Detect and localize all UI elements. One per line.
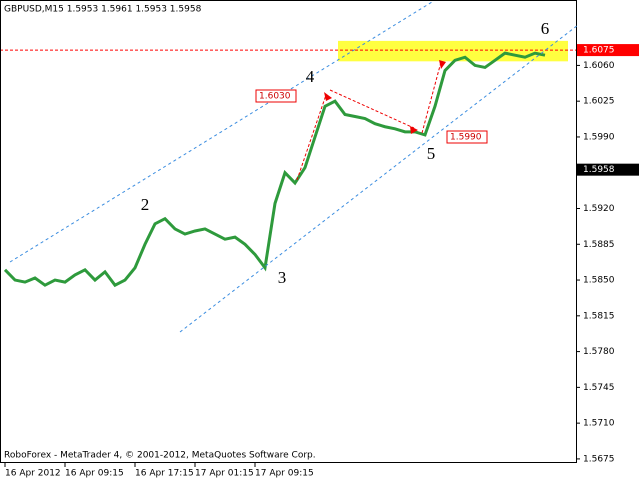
- price-line: [3, 51, 546, 288]
- level-box: [577, 44, 639, 57]
- channel-upper: [9, 1, 433, 263]
- y-tick-label: 1.6060: [583, 61, 615, 71]
- target-zone: [338, 40, 568, 62]
- plot-frame: [0, 0, 577, 463]
- arrow: [324, 92, 332, 101]
- level-label: 1.5958: [583, 165, 615, 175]
- y-tick-label: 1.6025: [583, 97, 615, 107]
- price-label-box: [255, 89, 297, 103]
- plot-area: [0, 40, 576, 288]
- price-label: 1.6030: [259, 92, 291, 102]
- price-label: 1.5990: [450, 133, 482, 143]
- y-tick-label: 1.5990: [583, 132, 615, 142]
- wave-line: [329, 89, 415, 129]
- arrow: [439, 60, 446, 69]
- x-tick-label: 17 Apr 09:15: [255, 469, 314, 479]
- level-label: 1.6075: [583, 46, 615, 56]
- y-tick-label: 1.5745: [583, 383, 615, 393]
- wave-label: 5: [427, 144, 436, 163]
- y-tick-label: 1.5815: [583, 311, 615, 321]
- wave-label: 6: [541, 19, 550, 38]
- wave-line: [421, 61, 442, 134]
- x-tick-label: 17 Apr 01:15: [195, 469, 254, 479]
- y-tick-label: 1.5885: [583, 240, 615, 250]
- chart-title: GBPUSD,M15 1.5953 1.5961 1.5953 1.5958: [4, 5, 202, 15]
- arrow: [410, 126, 418, 134]
- wave-label: 4: [306, 67, 315, 86]
- wave-label: 3: [278, 268, 287, 287]
- level-box: [577, 163, 639, 176]
- y-tick-label: 1.5780: [583, 347, 615, 357]
- x-tick-label: 16 Apr 2012: [5, 469, 61, 479]
- wave-label: 2: [141, 195, 150, 214]
- footer: RoboForex - MetaTrader 4, © 2001-2012, M…: [4, 451, 316, 461]
- x-tick-label: 16 Apr 09:15: [65, 469, 124, 479]
- price-label-box: [446, 130, 488, 144]
- y-tick-label: 1.5920: [583, 204, 615, 214]
- y-tick-label: 1.5850: [583, 276, 615, 286]
- y-tick-label: 1.5675: [583, 454, 615, 464]
- y-tick-label: 1.5710: [583, 419, 615, 429]
- x-tick-label: 16 Apr 17:15: [135, 469, 194, 479]
- annotations: 2 3 4 5 6 1.6030 1.5990: [141, 19, 550, 287]
